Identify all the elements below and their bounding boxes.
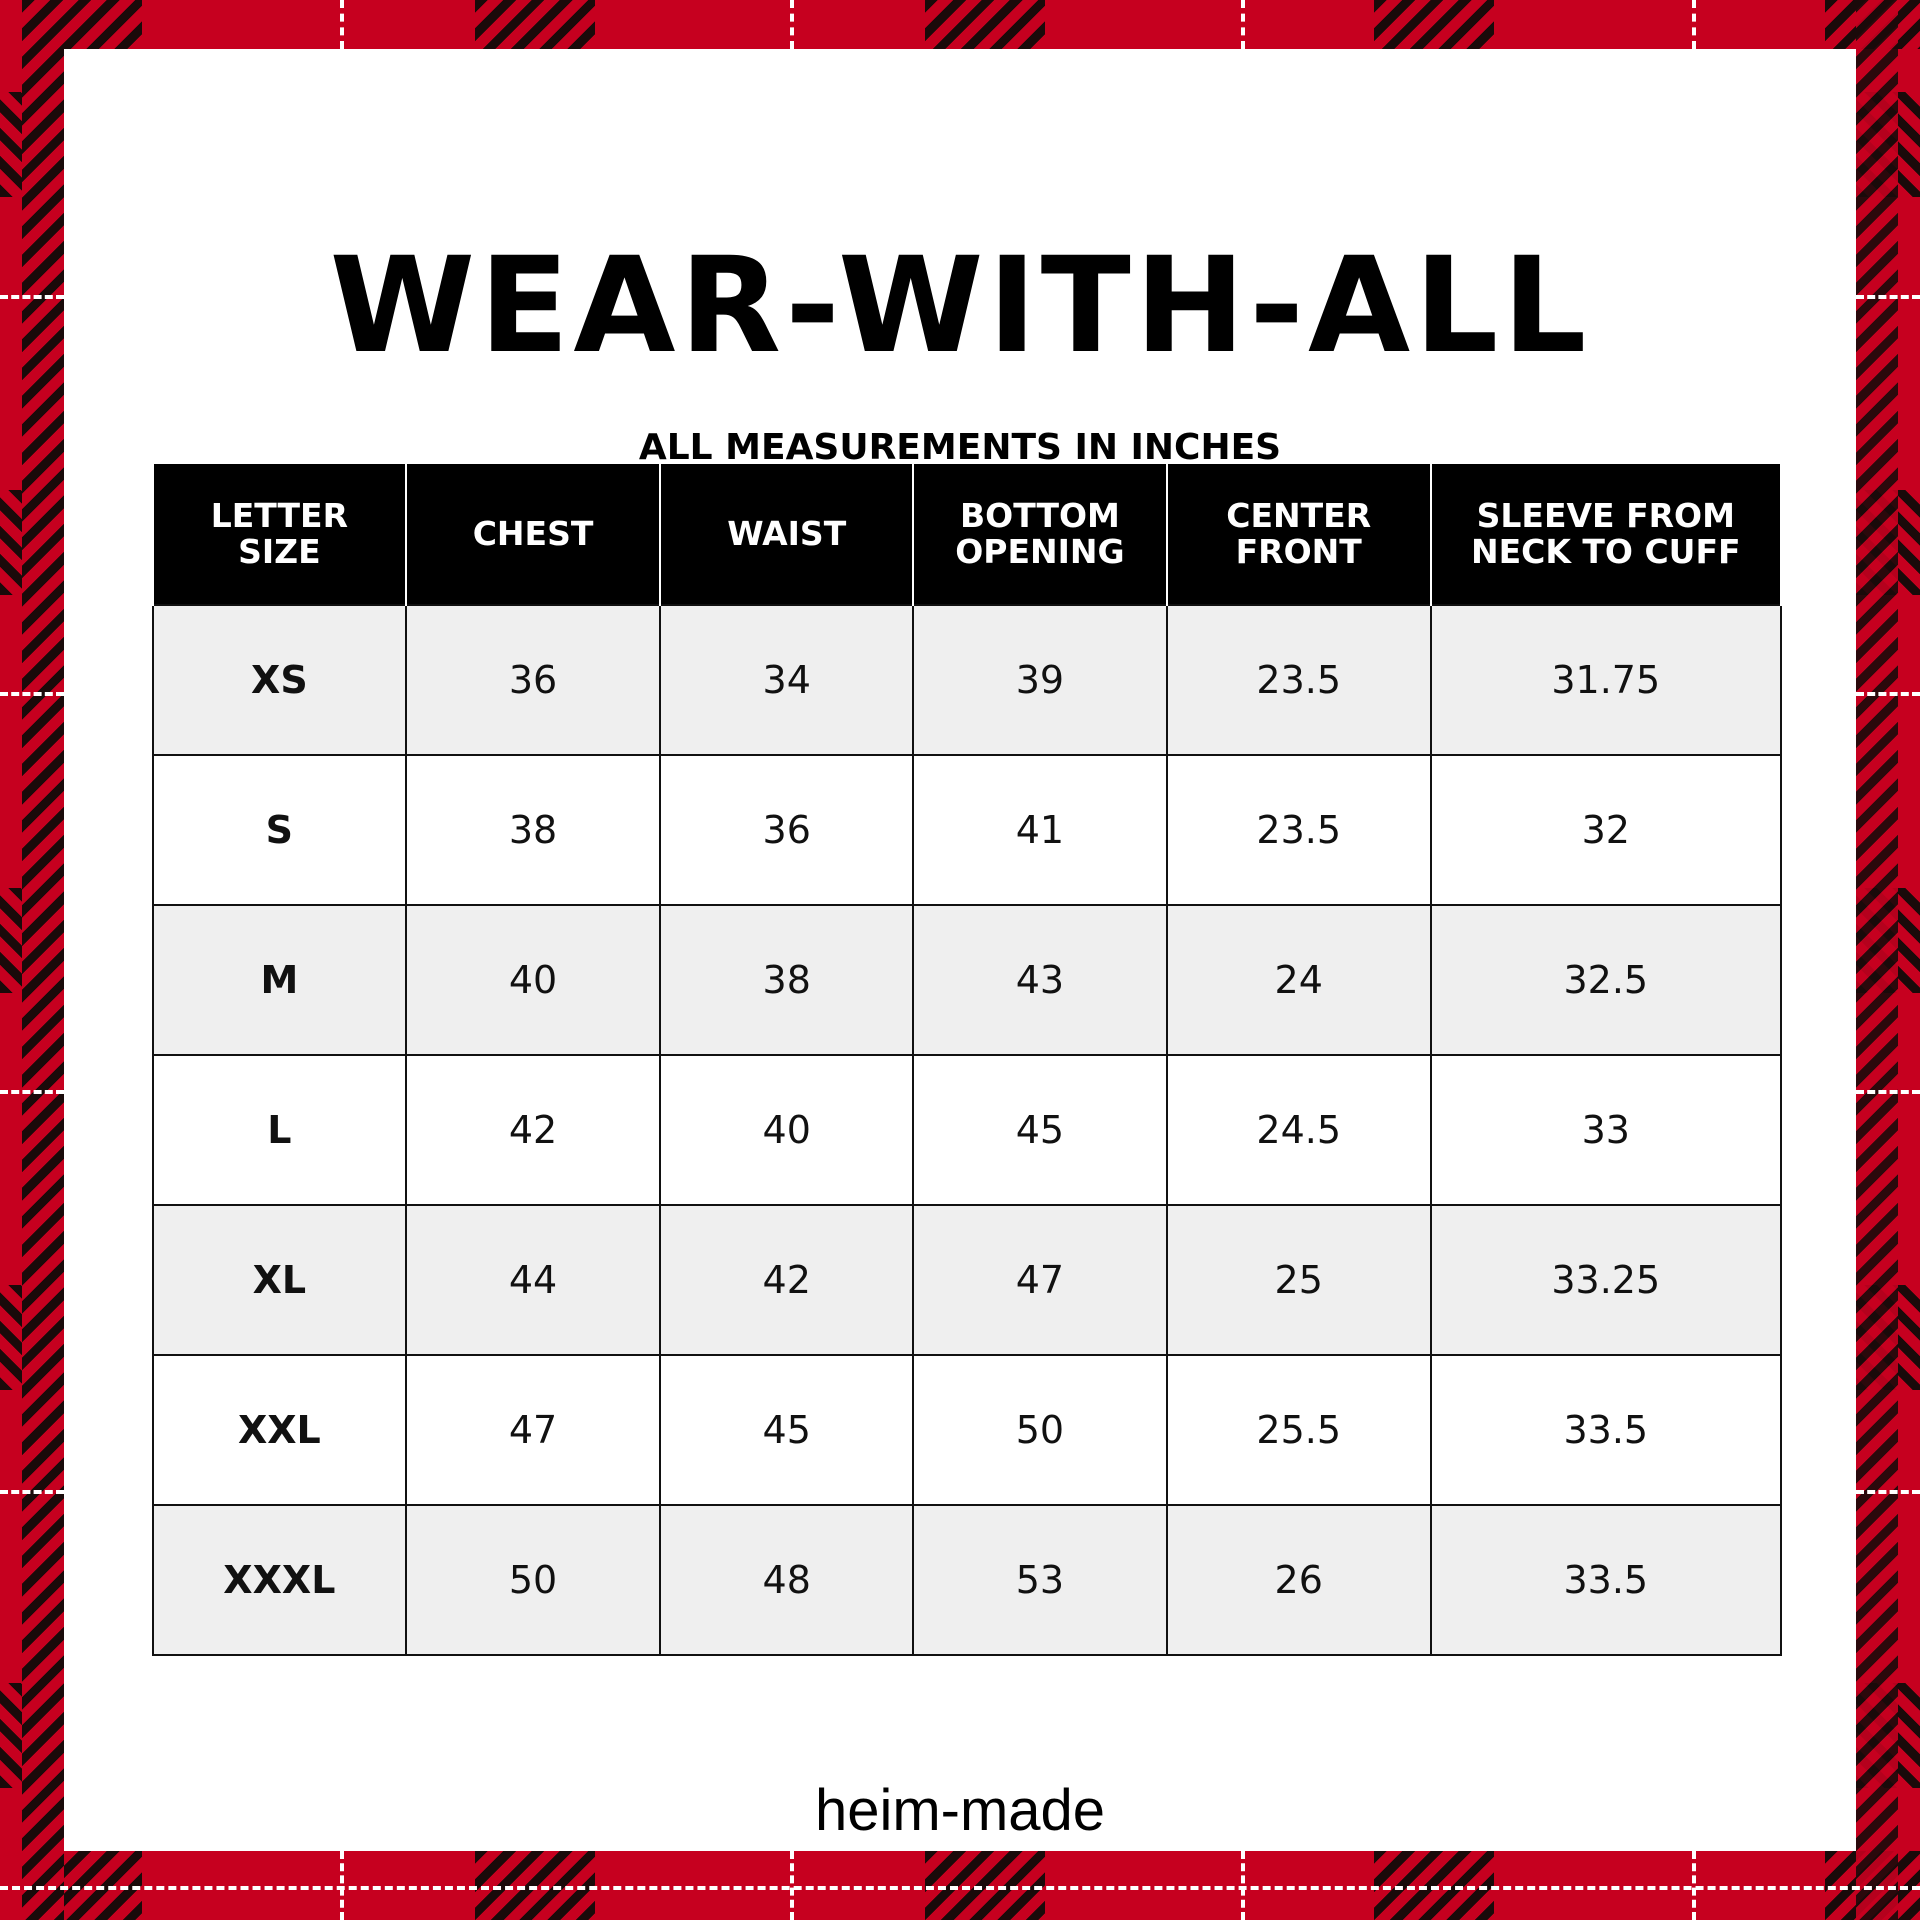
stitch-line xyxy=(790,0,794,49)
subtitle: ALL MEASUREMENTS IN INCHES xyxy=(638,427,1282,468)
measurement-cell: 40 xyxy=(659,1054,915,1206)
measurement-cell: 23.5 xyxy=(1165,604,1432,756)
measurement-cell: 38 xyxy=(404,754,662,906)
measurement-cell: 44 xyxy=(404,1204,662,1356)
size-label: L xyxy=(152,1054,407,1206)
column-header: LETTER SIZE xyxy=(152,462,407,605)
stitch-line xyxy=(1692,1851,1696,1920)
column-header: CENTER FRONT xyxy=(1165,462,1432,605)
stitch-line xyxy=(0,1886,1920,1890)
measurement-cell: 31.75 xyxy=(1429,604,1783,756)
table-row: XL 44 42 47 25 33.25 xyxy=(152,1204,1783,1356)
size-table: LETTER SIZE CHEST WAIST BOTTOM OPENING CENTE… xyxy=(152,462,1783,1656)
table-row: XS 36 34 39 23.5 31.75 xyxy=(152,604,1783,756)
measurement-cell: 39 xyxy=(912,604,1168,756)
measurement-cell: 33.25 xyxy=(1429,1204,1783,1356)
measurement-cell: 47 xyxy=(912,1204,1168,1356)
stitch-line xyxy=(0,692,64,696)
measurement-cell: 42 xyxy=(404,1054,662,1206)
measurement-cell: 50 xyxy=(912,1354,1168,1506)
stitch-line xyxy=(340,1851,344,1920)
measurement-cell: 36 xyxy=(404,604,662,756)
measurement-cell: 25 xyxy=(1165,1204,1432,1356)
size-label: XXL xyxy=(152,1354,407,1506)
measurement-cell: 50 xyxy=(404,1504,662,1656)
stitch-line xyxy=(790,1851,794,1920)
measurement-cell: 23.5 xyxy=(1165,754,1432,906)
stitch-line xyxy=(1856,295,1920,299)
table-row: L 42 40 45 24.5 33 xyxy=(152,1054,1783,1206)
brand-name: heim-made xyxy=(814,1778,1106,1843)
stitch-line xyxy=(1856,1090,1920,1094)
stitch-line xyxy=(1856,692,1920,696)
stitch-line xyxy=(0,295,64,299)
plaid-stripe xyxy=(475,1851,595,1920)
stitch-line xyxy=(0,1090,64,1094)
measurement-cell: 45 xyxy=(659,1354,915,1506)
table-row: XXL 47 45 50 25.5 33.5 xyxy=(152,1354,1783,1506)
measurement-cell: 48 xyxy=(659,1504,915,1656)
size-label: S xyxy=(152,754,407,906)
measurement-cell: 40 xyxy=(404,904,662,1056)
stitch-line xyxy=(0,1490,64,1494)
size-label: M xyxy=(152,904,407,1056)
measurement-cell: 34 xyxy=(659,604,915,756)
table-row: S 38 36 41 23.5 32 xyxy=(152,754,1783,906)
stitch-line xyxy=(1856,1490,1920,1494)
measurement-cell: 33.5 xyxy=(1429,1354,1783,1506)
measurement-cell: 24 xyxy=(1165,904,1432,1056)
plaid-stripe xyxy=(1856,0,1898,1920)
measurement-cell: 43 xyxy=(912,904,1168,1056)
column-header: SLEEVE FROM NECK TO CUFF xyxy=(1429,462,1783,605)
column-header: CHEST xyxy=(404,462,662,605)
measurement-cell: 47 xyxy=(404,1354,662,1506)
table-row: XXXL 50 48 53 26 33.5 xyxy=(152,1504,1783,1656)
measurement-cell: 36 xyxy=(659,754,915,906)
column-header: BOTTOM OPENING xyxy=(912,462,1168,605)
measurement-cell: 25.5 xyxy=(1165,1354,1432,1506)
table-row: M 40 38 43 24 32.5 xyxy=(152,904,1783,1056)
measurement-cell: 42 xyxy=(659,1204,915,1356)
measurement-cell: 26 xyxy=(1165,1504,1432,1656)
stitch-line xyxy=(340,0,344,49)
column-header: WAIST xyxy=(659,462,915,605)
plaid-stripe xyxy=(475,0,595,49)
measurement-cell: 41 xyxy=(912,754,1168,906)
measurement-cell: 45 xyxy=(912,1054,1168,1206)
size-label: XS xyxy=(152,604,407,756)
measurement-cell: 53 xyxy=(912,1504,1168,1656)
plaid-stripe xyxy=(22,0,64,1920)
measurement-cell: 32.5 xyxy=(1429,904,1783,1056)
size-label: XL xyxy=(152,1204,407,1356)
stitch-line xyxy=(1241,0,1245,49)
plaid-stripe xyxy=(1374,0,1494,49)
plaid-stripe xyxy=(925,1851,1045,1920)
measurement-cell: 24.5 xyxy=(1165,1054,1432,1206)
stitch-line xyxy=(1692,0,1696,49)
page-title: WEAR-WITH-ALL xyxy=(329,229,1591,383)
plaid-stripe xyxy=(1374,1851,1494,1920)
measurement-cell: 33 xyxy=(1429,1054,1783,1206)
measurement-cell: 32 xyxy=(1429,754,1783,906)
measurement-cell: 33.5 xyxy=(1429,1504,1783,1656)
stitch-line xyxy=(1241,1851,1245,1920)
measurement-cell: 38 xyxy=(659,904,915,1056)
plaid-stripe xyxy=(925,0,1045,49)
size-label: XXXL xyxy=(152,1504,407,1656)
